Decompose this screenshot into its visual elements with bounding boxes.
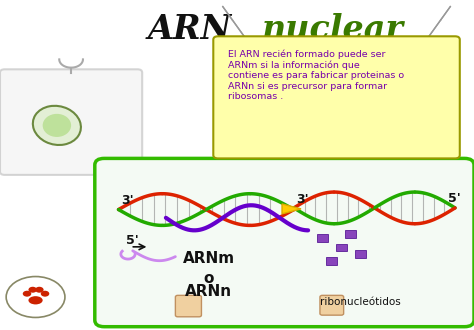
Text: ARNn: ARNn — [185, 284, 232, 299]
Text: 3': 3' — [296, 193, 309, 206]
Circle shape — [6, 277, 65, 317]
Text: o: o — [203, 271, 214, 285]
Circle shape — [41, 291, 49, 297]
Text: ARNm: ARNm — [182, 251, 235, 266]
Polygon shape — [317, 234, 328, 242]
Text: 5': 5' — [126, 234, 138, 248]
FancyBboxPatch shape — [95, 158, 474, 327]
FancyBboxPatch shape — [320, 295, 344, 315]
FancyBboxPatch shape — [213, 36, 460, 158]
Circle shape — [23, 291, 31, 297]
FancyBboxPatch shape — [175, 295, 201, 317]
Circle shape — [28, 287, 37, 293]
Text: ribonucleótidos: ribonucleótidos — [320, 297, 401, 307]
Polygon shape — [282, 204, 301, 214]
Polygon shape — [326, 257, 337, 265]
Text: 3': 3' — [121, 194, 134, 207]
Text: nuclear: nuclear — [261, 13, 403, 46]
Polygon shape — [355, 250, 366, 258]
Polygon shape — [336, 244, 347, 251]
Ellipse shape — [28, 296, 43, 304]
Circle shape — [35, 287, 44, 293]
Text: El ARN recién formado puede ser
ARNm si la información que
contiene es para fabr: El ARN recién formado puede ser ARNm si … — [228, 50, 404, 101]
Ellipse shape — [43, 114, 71, 137]
Ellipse shape — [33, 106, 81, 145]
Text: ARN: ARN — [147, 13, 232, 46]
FancyBboxPatch shape — [0, 69, 142, 175]
Polygon shape — [345, 230, 356, 238]
Text: 5': 5' — [448, 191, 461, 205]
